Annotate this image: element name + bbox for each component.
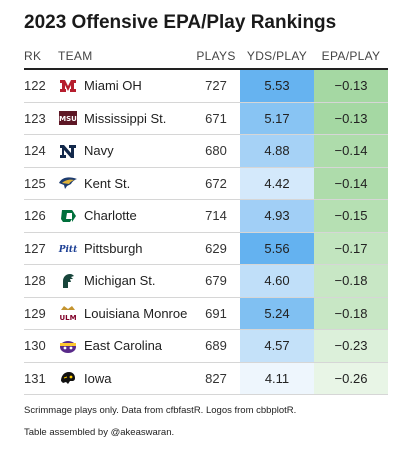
team-cell: Pitt Pittsburgh	[58, 232, 192, 265]
rank-cell: 124	[24, 134, 58, 168]
east-carolina-logo-icon	[58, 337, 78, 355]
plays-cell: 672	[192, 167, 240, 200]
epa-per-play-cell: −0.17	[314, 232, 388, 265]
table-row: 129 ULM Louisiana Monroe 691 5.24 −0.18	[24, 297, 388, 330]
plays-cell: 714	[192, 199, 240, 233]
louisiana-monroe-logo-icon: ULM	[58, 304, 78, 322]
table-row: 131 Iowa 827 4.11 −0.26	[24, 362, 388, 395]
michigan-state-logo-icon	[58, 272, 78, 290]
team-cell: MSU Mississippi St.	[58, 102, 192, 135]
team-cell: Navy	[58, 134, 192, 168]
team-cell: Michigan St.	[58, 264, 192, 298]
team-name: Louisiana Monroe	[84, 305, 188, 321]
table-row: 124 Navy 680 4.88 −0.14	[24, 134, 388, 168]
epa-per-play-cell: −0.13	[314, 102, 388, 135]
epa-per-play-cell: −0.26	[314, 362, 388, 395]
rank-cell: 128	[24, 264, 58, 298]
svg-text:ULM: ULM	[59, 314, 76, 322]
plays-cell: 629	[192, 232, 240, 265]
table-row: 123 MSU Mississippi St. 671 5.17 −0.13	[24, 102, 388, 135]
rank-cell: 126	[24, 199, 58, 233]
team-name: Navy	[84, 143, 114, 159]
team-name: Pittsburgh	[84, 240, 143, 256]
kent-state-logo-icon	[58, 174, 78, 192]
yds-per-play-cell: 4.60	[240, 264, 314, 298]
rank-cell: 129	[24, 297, 58, 330]
rank-cell: 123	[24, 102, 58, 135]
table-row: 127 Pitt Pittsburgh 629 5.56 −0.17	[24, 232, 388, 265]
charlotte-logo-icon	[58, 207, 78, 225]
team-cell: ULM Louisiana Monroe	[58, 297, 192, 330]
rankings-table: RK TEAM PLAYS YDS/PLAY EPA/PLAY 122 Miami…	[24, 44, 388, 395]
team-cell: Miami OH	[58, 69, 192, 103]
yds-per-play-cell: 4.93	[240, 199, 314, 233]
yds-per-play-cell: 4.88	[240, 134, 314, 168]
table-row: 125 Kent St. 672 4.42 −0.14	[24, 167, 388, 200]
column-header-epa-per-play: EPA/PLAY	[314, 44, 388, 70]
team-name: Miami OH	[84, 78, 142, 94]
mississippi-state-logo-icon: MSU	[58, 109, 78, 127]
column-header-yds-per-play: YDS/PLAY	[240, 44, 314, 70]
rank-cell: 127	[24, 232, 58, 265]
rank-cell: 131	[24, 362, 58, 395]
team-name: Iowa	[84, 370, 112, 386]
footer-credit: Table assembled by @akeaswaran.	[24, 427, 175, 438]
epa-per-play-cell: −0.13	[314, 69, 388, 103]
yds-per-play-cell: 5.17	[240, 102, 314, 135]
yds-per-play-cell: 5.56	[240, 232, 314, 265]
epa-per-play-cell: −0.14	[314, 167, 388, 200]
plays-cell: 679	[192, 264, 240, 298]
column-header-plays: PLAYS	[192, 44, 240, 70]
team-cell: East Carolina	[58, 329, 192, 363]
team-cell: Kent St.	[58, 167, 192, 200]
epa-per-play-cell: −0.18	[314, 264, 388, 298]
iowa-logo-icon	[58, 369, 78, 387]
footer-note: Scrimmage plays only. Data from cfbfastR…	[24, 405, 297, 416]
plays-cell: 680	[192, 134, 240, 168]
yds-per-play-cell: 5.24	[240, 297, 314, 330]
team-name: Michigan St.	[84, 273, 156, 289]
plays-cell: 671	[192, 102, 240, 135]
yds-per-play-cell: 5.53	[240, 69, 314, 103]
table-row: 130 East Carolina 689 4.57 −0.23	[24, 329, 388, 363]
plays-cell: 691	[192, 297, 240, 330]
team-cell: Charlotte	[58, 199, 192, 233]
team-cell: Iowa	[58, 362, 192, 395]
plays-cell: 689	[192, 329, 240, 363]
table-row: 128 Michigan St. 679 4.60 −0.18	[24, 264, 388, 298]
table-row: 126 Charlotte 714 4.93 −0.15	[24, 199, 388, 233]
plays-cell: 827	[192, 362, 240, 395]
epa-per-play-cell: −0.18	[314, 297, 388, 330]
column-header-rk: RK	[24, 44, 58, 70]
miami-oh-logo-icon	[58, 77, 78, 95]
rank-cell: 122	[24, 69, 58, 103]
rank-cell: 125	[24, 167, 58, 200]
table-row: 122 Miami OH 727 5.53 −0.13	[24, 69, 388, 103]
team-name: Mississippi St.	[84, 110, 167, 126]
yds-per-play-cell: 4.42	[240, 167, 314, 200]
team-name: Charlotte	[84, 208, 137, 224]
yds-per-play-cell: 4.57	[240, 329, 314, 363]
epa-per-play-cell: −0.14	[314, 134, 388, 168]
column-header-team: TEAM	[58, 44, 192, 70]
team-name: East Carolina	[84, 338, 163, 354]
yds-per-play-cell: 4.11	[240, 362, 314, 395]
svg-text:Pitt: Pitt	[58, 245, 78, 255]
table-header-row: RK TEAM PLAYS YDS/PLAY EPA/PLAY	[24, 44, 388, 70]
rank-cell: 130	[24, 329, 58, 363]
page-title: 2023 Offensive EPA/Play Rankings	[24, 12, 337, 33]
pittsburgh-logo-icon: Pitt	[58, 239, 78, 257]
plays-cell: 727	[192, 69, 240, 103]
team-name: Kent St.	[84, 175, 131, 191]
epa-per-play-cell: −0.15	[314, 199, 388, 233]
svg-text:MSU: MSU	[59, 115, 77, 123]
epa-per-play-cell: −0.23	[314, 329, 388, 363]
navy-logo-icon	[58, 142, 78, 160]
